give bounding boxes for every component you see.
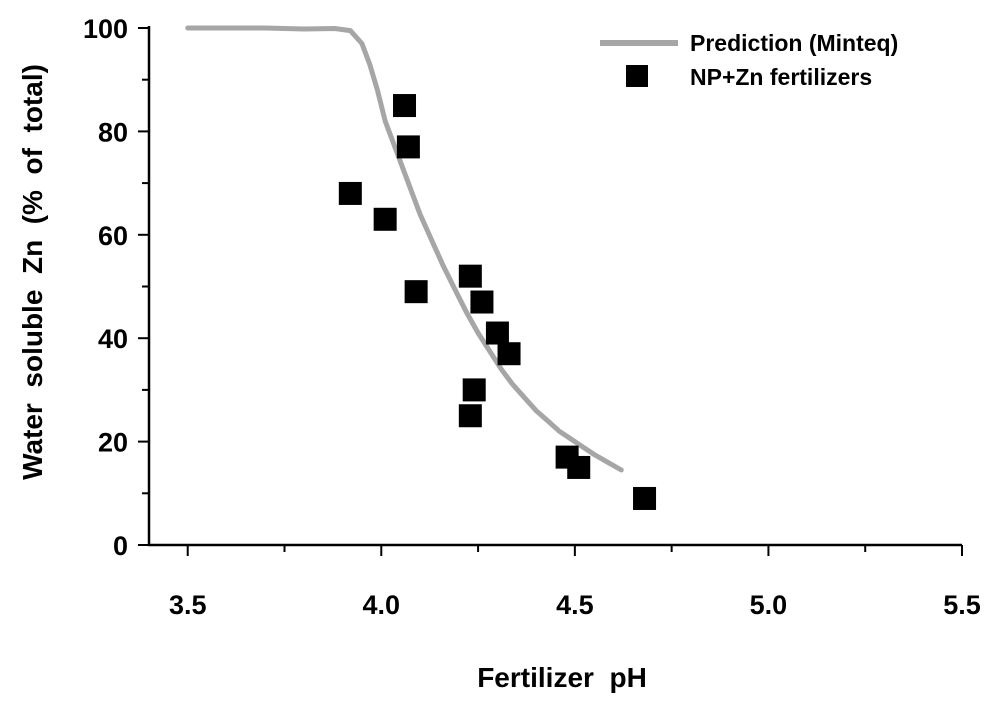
data-point: [470, 290, 494, 314]
legend: Prediction (Minteq) NP+Zn fertilizers: [600, 30, 898, 90]
x-tick-label: 5.5: [943, 590, 981, 620]
y-tick-labels: 0 20 40 60 80 100: [83, 14, 128, 561]
data-point: [497, 342, 521, 366]
data-point: [462, 378, 486, 402]
x-tick-label: 4.0: [363, 590, 401, 620]
data-point: [458, 404, 482, 428]
data-point: [458, 264, 482, 288]
y-tick-label: 80: [98, 117, 128, 147]
x-tick-label: 5.0: [750, 590, 788, 620]
x-tick-label: 3.5: [169, 590, 207, 620]
legend-label-prediction: Prediction (Minteq): [690, 30, 898, 56]
x-axis-title: Fertilizer pH: [477, 662, 647, 693]
data-point: [567, 455, 591, 479]
data-point: [393, 94, 417, 118]
x-tick-labels: 3.5 4.0 4.5 5.0 5.5: [169, 590, 981, 620]
data-point: [404, 280, 428, 304]
legend-swatch-fertilizers: [626, 65, 648, 87]
y-tick-label: 100: [83, 14, 128, 44]
y-tick-label: 40: [98, 324, 128, 354]
x-tick-label: 4.5: [556, 590, 594, 620]
y-axis-title: Water soluble Zn (% of total): [17, 64, 48, 480]
plot-area: [185, 25, 657, 510]
legend-label-fertilizers: NP+Zn fertilizers: [690, 64, 872, 90]
data-point: [396, 135, 420, 159]
y-tick-label: 20: [98, 428, 128, 458]
data-point: [373, 207, 397, 231]
data-point: [485, 321, 509, 345]
y-tick-label: 0: [113, 531, 128, 561]
data-point: [633, 486, 657, 510]
axes: [138, 26, 963, 556]
prediction-line: [185, 25, 624, 473]
data-point: [338, 181, 362, 205]
y-tick-label: 60: [98, 221, 128, 251]
